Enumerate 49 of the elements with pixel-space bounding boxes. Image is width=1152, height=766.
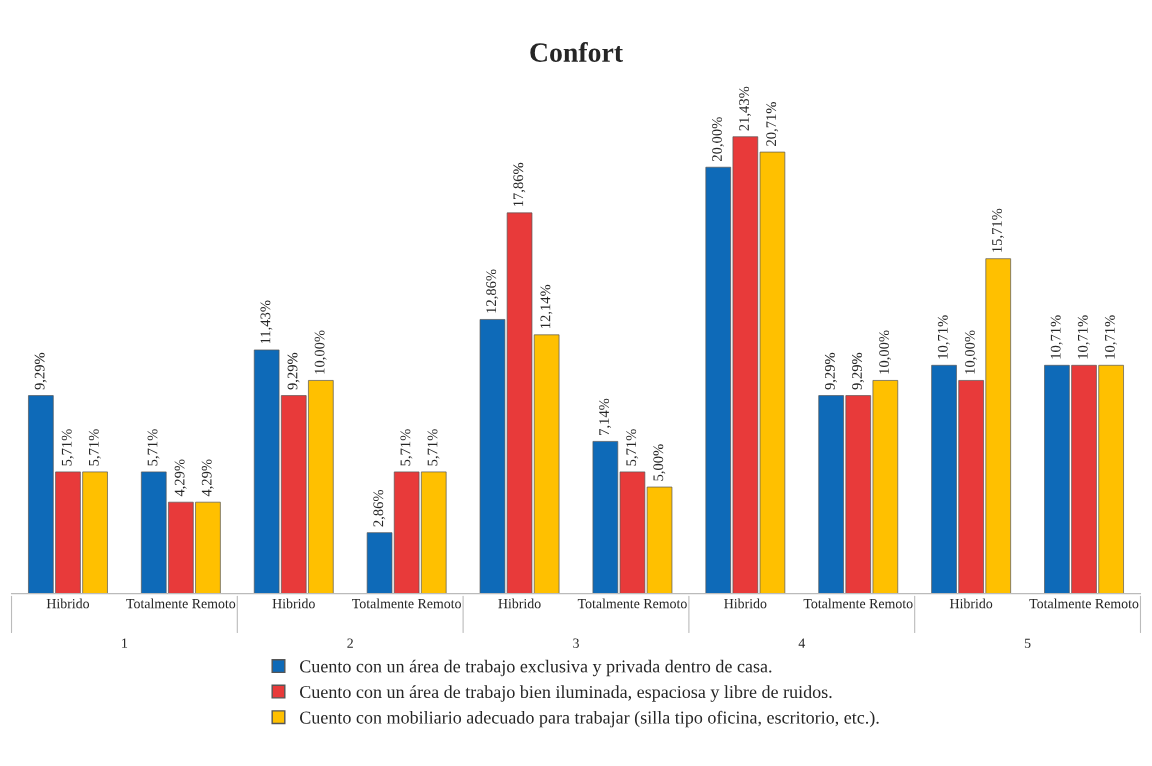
x-tick-label: Totalmente Remoto bbox=[126, 598, 236, 609]
data-label: 10,00% bbox=[314, 330, 327, 374]
legend-label: Cuento con mobiliario adecuado para trabajar (silla tipo oficina, escritorio, etc.). bbox=[300, 710, 879, 728]
x-tick-label: Totalmente Remoto bbox=[352, 598, 461, 609]
x-tick-label: Hibrido bbox=[724, 598, 767, 609]
text: 4 bbox=[798, 638, 806, 648]
text: 1 bbox=[122, 638, 128, 648]
data-label: 10,00% bbox=[879, 330, 892, 374]
data-label: 20,71% bbox=[766, 102, 779, 146]
data-label: 12,86% bbox=[486, 269, 499, 313]
x-tick-label: Hibrido bbox=[272, 598, 315, 609]
data-label: 5,71% bbox=[61, 429, 74, 466]
x-tick-label: Totalmente Remoto bbox=[577, 598, 687, 609]
data-label: 10,71% bbox=[1104, 315, 1117, 359]
data-label: 5,71% bbox=[147, 429, 160, 466]
x-tick-label: Hibrido bbox=[498, 598, 541, 609]
data-label: 15,71% bbox=[992, 208, 1004, 252]
chart-title: Confort bbox=[530, 42, 623, 62]
data-label: 5,71% bbox=[626, 429, 639, 466]
data-label: 5,71% bbox=[88, 429, 101, 466]
data-label: 9,29% bbox=[824, 352, 837, 390]
x-tick-label: Hibrido bbox=[46, 598, 90, 609]
legend-label: Cuento con un área de trabajo exclusiva y privada dentro de casa. bbox=[300, 659, 772, 677]
text: 3 bbox=[573, 638, 579, 648]
legend-label: Cuento con un área de trabajo bien iluminada, espaciosa y libre de ruidos. bbox=[300, 685, 832, 702]
x-tick-label: Totalmente Remoto bbox=[1029, 598, 1139, 609]
data-label: 9,29% bbox=[287, 352, 300, 390]
data-label: 17,86% bbox=[513, 162, 526, 207]
data-label: 10,71% bbox=[937, 315, 950, 359]
data-label: 9,29% bbox=[34, 352, 47, 390]
data-label: 21,43% bbox=[739, 86, 752, 131]
data-label: 5,00% bbox=[653, 444, 666, 481]
data-label: 10,71% bbox=[1050, 315, 1063, 359]
data-label: 5,71% bbox=[427, 429, 440, 466]
x-tick-label: Hibrido bbox=[949, 598, 993, 609]
data-label: 7,14% bbox=[599, 398, 612, 435]
data-label: 10,71% bbox=[1077, 315, 1090, 359]
data-label: 11,43% bbox=[260, 300, 273, 344]
x-tick-label: Totalmente Remoto bbox=[803, 598, 913, 609]
data-label: 4,29% bbox=[201, 459, 214, 497]
data-label: 9,29% bbox=[852, 352, 864, 390]
data-label: 12,14% bbox=[540, 284, 553, 328]
text: 2 bbox=[347, 638, 353, 648]
data-label: 20,00% bbox=[712, 117, 724, 162]
data-label: 5,71% bbox=[400, 429, 413, 466]
data-label: 4,29% bbox=[174, 459, 187, 497]
text: 5 bbox=[1024, 638, 1031, 648]
data-label: 2,86% bbox=[373, 489, 386, 527]
data-label: 10,00% bbox=[964, 330, 977, 374]
